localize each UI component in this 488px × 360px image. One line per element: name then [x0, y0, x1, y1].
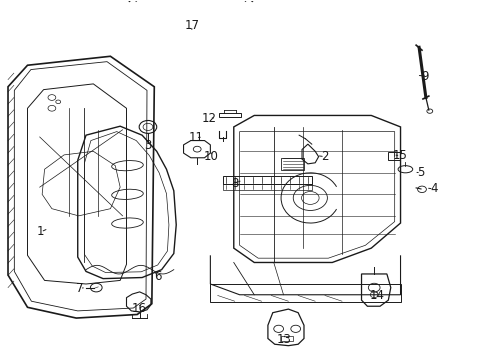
Text: 13: 13 [277, 333, 291, 346]
Text: 16: 16 [132, 302, 147, 315]
Text: 12: 12 [202, 112, 217, 125]
Text: 15: 15 [392, 149, 407, 162]
Text: 11: 11 [188, 131, 203, 144]
Text: 5: 5 [416, 166, 424, 179]
Text: 6: 6 [154, 270, 161, 283]
Text: 8: 8 [231, 177, 238, 190]
Text: 10: 10 [203, 150, 218, 163]
Text: 3: 3 [144, 139, 151, 152]
Text: 7: 7 [76, 282, 83, 295]
Text: 9: 9 [420, 69, 428, 82]
Text: 2: 2 [321, 150, 328, 163]
Text: 4: 4 [429, 183, 437, 195]
Text: 17: 17 [184, 19, 199, 32]
Text: 1: 1 [37, 225, 44, 238]
Text: 14: 14 [369, 289, 384, 302]
